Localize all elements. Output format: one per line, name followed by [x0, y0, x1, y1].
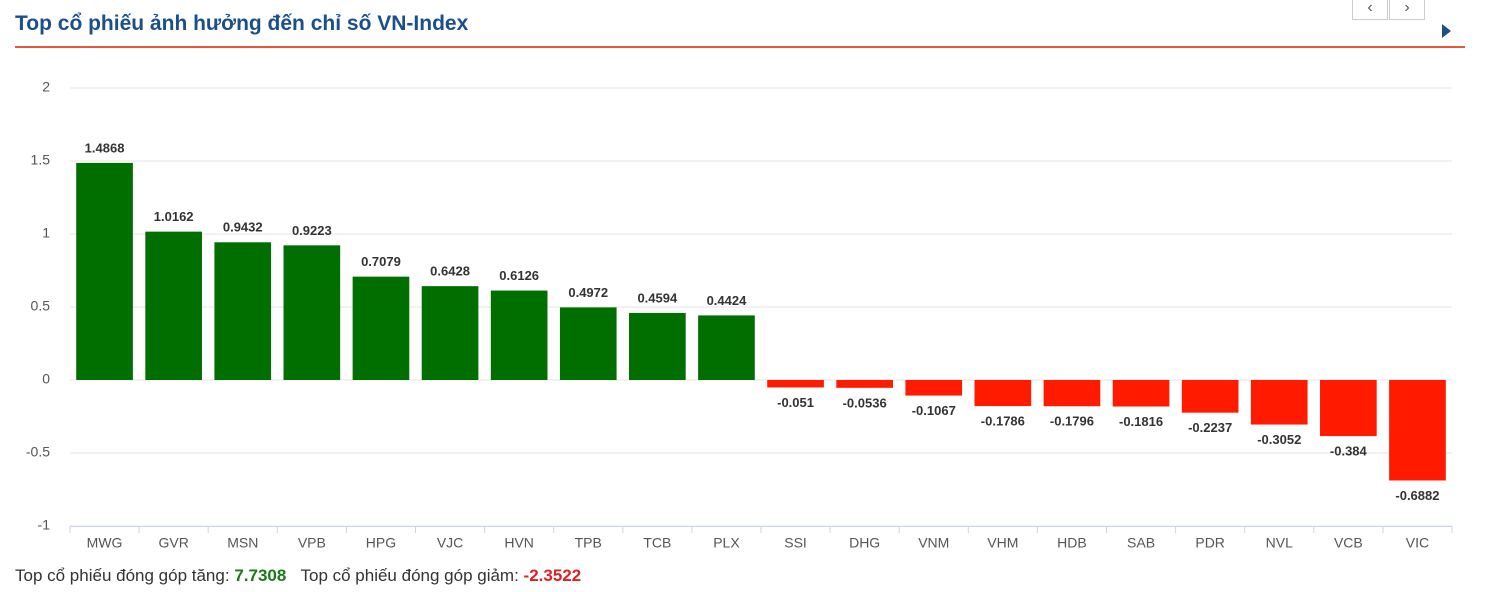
bar [145, 231, 202, 380]
data-label: 0.6428 [430, 264, 470, 279]
x-tick-label: DHG [849, 535, 880, 551]
data-label: -0.3052 [1257, 432, 1301, 447]
data-label: -0.2237 [1188, 420, 1232, 435]
chart-title: Top cổ phiếu ảnh hưởng đến chỉ số VN-Ind… [15, 12, 469, 35]
bar [352, 276, 410, 380]
data-label: 0.6126 [499, 268, 539, 283]
x-tick-label: SAB [1127, 535, 1155, 551]
bar [421, 286, 479, 380]
data-label: 0.4594 [637, 290, 678, 305]
next-button[interactable]: › [1389, 0, 1425, 20]
bar [76, 162, 133, 380]
y-tick-label: 1.5 [31, 152, 51, 168]
data-label: -0.051 [777, 395, 814, 410]
up-label: Top cổ phiếu đóng góp tăng: [15, 566, 230, 585]
bar [629, 312, 686, 380]
data-label: -0.1786 [981, 414, 1025, 429]
bar [1181, 380, 1239, 413]
summary: Top cổ phiếu đóng góp tăng: 7.7308 Top c… [15, 566, 581, 586]
data-label: -0.6882 [1395, 488, 1439, 503]
down-value: -2.3522 [523, 566, 582, 585]
chart: -1 -0.5 0 0.5 1 1.5 2 MWG 1.4868 GVR 1.0162 MSN 0.94… [26, 79, 1453, 551]
x-tick-label: HVN [504, 535, 534, 551]
x-tick-label: GVR [158, 535, 188, 551]
data-label: 0.4972 [568, 285, 608, 300]
data-label: 1.4868 [85, 140, 125, 155]
x-tick-label: VHM [987, 535, 1018, 551]
bar [698, 315, 755, 380]
bar [767, 380, 824, 388]
x-tick-label: HDB [1057, 535, 1087, 551]
y-tick-label: 0.5 [31, 298, 51, 314]
data-label: 0.9432 [223, 220, 263, 235]
data-label: 1.0162 [154, 209, 194, 224]
data-label: -0.0536 [843, 395, 887, 410]
x-tick-label: NVL [1266, 535, 1293, 551]
data-label: 0.7079 [361, 254, 401, 269]
bar [836, 380, 893, 388]
bar [559, 307, 617, 380]
y-tick-label: -1 [38, 517, 51, 533]
bar [1320, 380, 1377, 437]
data-label: -0.1796 [1050, 414, 1094, 429]
x-tick-label: TPB [575, 535, 602, 551]
x-tick-label: MWG [87, 535, 123, 551]
bar [283, 245, 341, 380]
y-tick-label: 2 [42, 79, 50, 95]
bar [1043, 380, 1101, 407]
data-label: -0.384 [1330, 444, 1368, 459]
bar [1389, 380, 1446, 481]
up-value: 7.7308 [234, 566, 287, 585]
x-tick-label: PLX [713, 535, 740, 551]
data-label: -0.1067 [912, 403, 956, 418]
x-tick-label: VIC [1406, 535, 1429, 551]
y-tick-label: 1 [42, 225, 50, 241]
x-tick-label: VJC [437, 535, 463, 551]
prev-button[interactable]: ‹ [1352, 0, 1388, 20]
x-tick-label: VCB [1334, 535, 1363, 551]
y-tick-label: 0 [42, 371, 50, 387]
title-rule [15, 46, 1465, 48]
data-label: 0.9223 [292, 223, 332, 238]
bar [1112, 380, 1170, 407]
expand-arrow[interactable] [1442, 24, 1451, 38]
down-label: Top cổ phiếu đóng góp giảm: [300, 566, 519, 585]
data-label: -0.1816 [1119, 414, 1163, 429]
x-tick-label: MSN [227, 535, 258, 551]
x-tick-label: VNM [918, 535, 949, 551]
bar [490, 290, 548, 380]
x-tick-label: SSI [784, 535, 807, 551]
data-label: 0.4424 [707, 293, 748, 308]
x-tick-label: TCB [643, 535, 671, 551]
x-tick-label: VPB [298, 535, 326, 551]
x-tick-label: PDR [1195, 535, 1225, 551]
y-tick-label: -0.5 [26, 444, 50, 460]
bar [974, 380, 1032, 407]
bar [905, 380, 963, 396]
bar [1250, 380, 1308, 425]
bar [214, 242, 272, 380]
x-tick-label: HPG [366, 535, 396, 551]
